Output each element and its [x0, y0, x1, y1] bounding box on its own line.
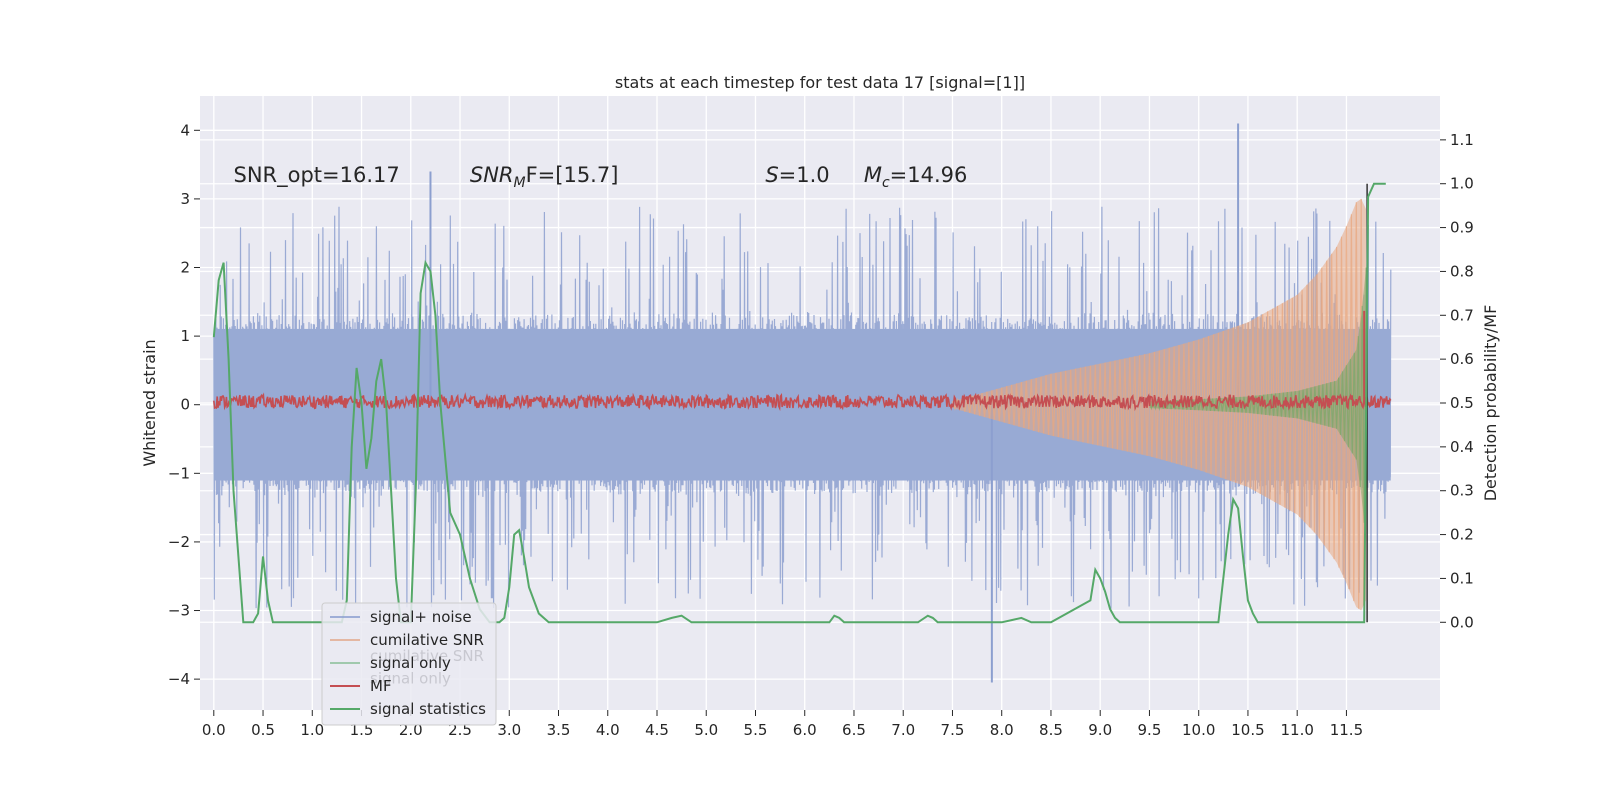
y-axis-right: 0.0 0.1 0.2 0.3 0.4 0.5 0.6 0.7 0.8 0.9 1.0 1.1	[1440, 131, 1474, 631]
x-tick-label: 5.5	[744, 721, 768, 739]
y-tick-label: −2	[168, 533, 190, 551]
y-axis-left: −4 −3 −2 −1 0 1 2 3 4	[168, 121, 200, 688]
x-tick-label: 8.5	[1039, 721, 1063, 739]
x-tick-label: 3.0	[497, 721, 521, 739]
legend-box	[321, 602, 497, 726]
legend-entry-label: cumilative SNR	[370, 631, 484, 649]
mf-line	[213, 392, 1392, 412]
y2-tick-label: 0.2	[1450, 526, 1474, 544]
y-tick-label: 3	[180, 190, 190, 208]
y2-tick-label: 1.1	[1450, 131, 1474, 149]
x-tick-label: 4.0	[596, 721, 620, 739]
annotation-mc-value: Mc=14.96	[864, 163, 968, 191]
x-tick-label: 4.5	[645, 721, 669, 739]
series-layer	[212, 123, 1392, 683]
annotations: SNR_opt=16.17 SNRMF=[15.7] S=1.0 Mc=14.96	[233, 163, 967, 191]
y-tick-label: 2	[180, 259, 190, 277]
legend-ghost-label: cumilative SNR	[370, 647, 484, 665]
y-tick-label: 0	[180, 396, 190, 414]
y-tick-label: 4	[180, 121, 190, 139]
x-tick-label: 11.0	[1280, 721, 1313, 739]
legend-entry-label: signal only	[370, 654, 451, 672]
legend-entry-label: signal statistics	[370, 700, 486, 718]
x-tick-label: 0.5	[251, 721, 275, 739]
annotation-snr-mf: SNRMF=[15.7]	[470, 163, 619, 191]
y2-tick-label: 0.6	[1450, 350, 1474, 368]
y-axis-label: Whitened strain	[140, 339, 159, 466]
x-tick-label: 5.0	[694, 721, 718, 739]
y-tick-label: 1	[180, 327, 190, 345]
annotation-s-value: S=1.0	[765, 163, 829, 187]
x-tick-label: 0.0	[202, 721, 226, 739]
y2-tick-label: 0.5	[1450, 394, 1474, 412]
y2-tick-label: 0.7	[1450, 306, 1474, 324]
x-tick-label: 7.0	[891, 721, 915, 739]
legend-entry-label: MF	[370, 677, 392, 695]
x-tick-label: 10.0	[1182, 721, 1215, 739]
y2-tick-label: 0.0	[1450, 613, 1474, 631]
x-tick-label: 10.5	[1231, 721, 1264, 739]
y2-tick-label: 0.1	[1450, 569, 1474, 587]
x-tick-label: 6.5	[842, 721, 866, 739]
chart-title: stats at each timestep for test data 17 …	[615, 73, 1025, 92]
annotation-snr-opt: SNR_opt=16.17	[233, 163, 399, 188]
x-tick-label: 6.0	[793, 721, 817, 739]
x-tick-label: 1.0	[300, 721, 324, 739]
x-tick-label: 8.0	[990, 721, 1014, 739]
signal-only-line-fill	[1149, 267, 1367, 542]
y-tick-label: −4	[168, 670, 190, 688]
x-tick-label: 3.5	[547, 721, 571, 739]
x-tick-label: 7.5	[941, 721, 965, 739]
y-tick-label: −1	[168, 464, 190, 482]
x-tick-label: 9.0	[1088, 721, 1112, 739]
x-tick-label: 11.5	[1330, 721, 1363, 739]
y2-tick-label: 0.9	[1450, 219, 1474, 237]
y2-tick-label: 0.8	[1450, 262, 1474, 280]
y2-axis-label: Detection probability/MF	[1481, 305, 1500, 502]
legend-entry-label: signal+ noise	[370, 608, 472, 626]
y2-tick-label: 0.3	[1450, 482, 1474, 500]
y-tick-label: −3	[168, 602, 190, 620]
legend-ghost-label: signal only	[370, 669, 451, 687]
x-tick-label: 9.5	[1138, 721, 1162, 739]
y2-tick-label: 1.0	[1450, 175, 1474, 193]
y2-tick-label: 0.4	[1450, 438, 1474, 456]
